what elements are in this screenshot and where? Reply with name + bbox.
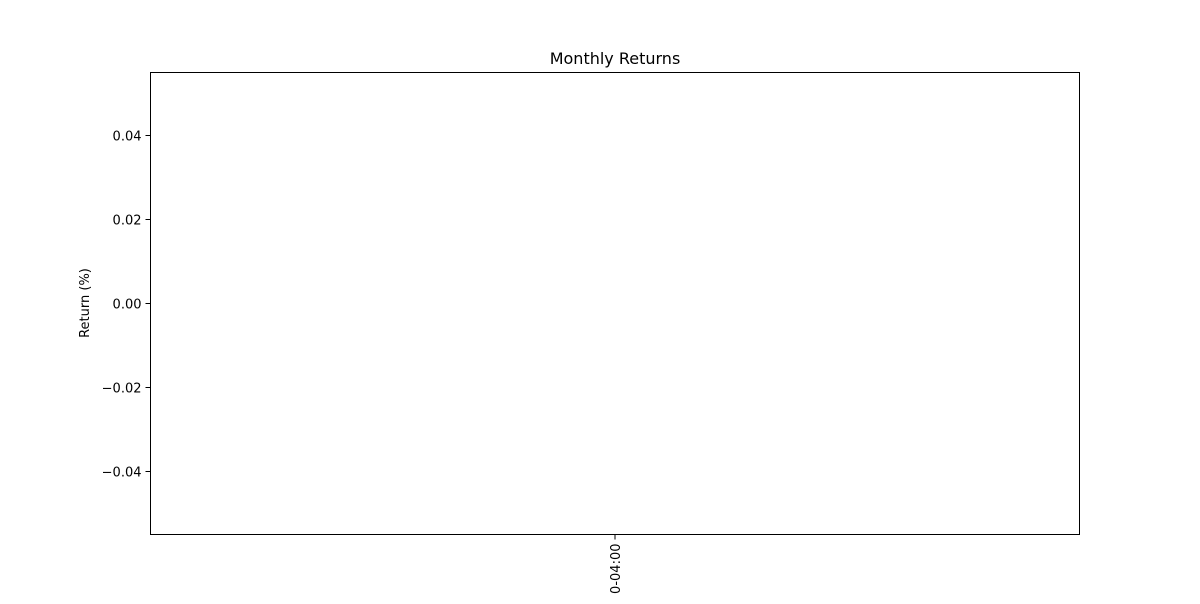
x-tick-label: 0-04:00 [609, 544, 624, 594]
y-axis-label: Return (%) [78, 268, 93, 338]
y-tick-label: 0.04 [113, 130, 142, 145]
y-tick-label: 0.02 [113, 214, 142, 229]
plot-frame [150, 72, 1080, 535]
y-tick-label: 0.00 [113, 298, 142, 313]
y-axis-ticks: 0.04 0.02 0.00 −0.02 −0.04 [102, 130, 151, 481]
y-tick-label: −0.02 [102, 382, 142, 397]
chart-title: Monthly Returns [550, 49, 681, 68]
y-tick-label: −0.04 [102, 466, 142, 481]
x-axis-ticks: 0-04:00 [609, 534, 624, 594]
